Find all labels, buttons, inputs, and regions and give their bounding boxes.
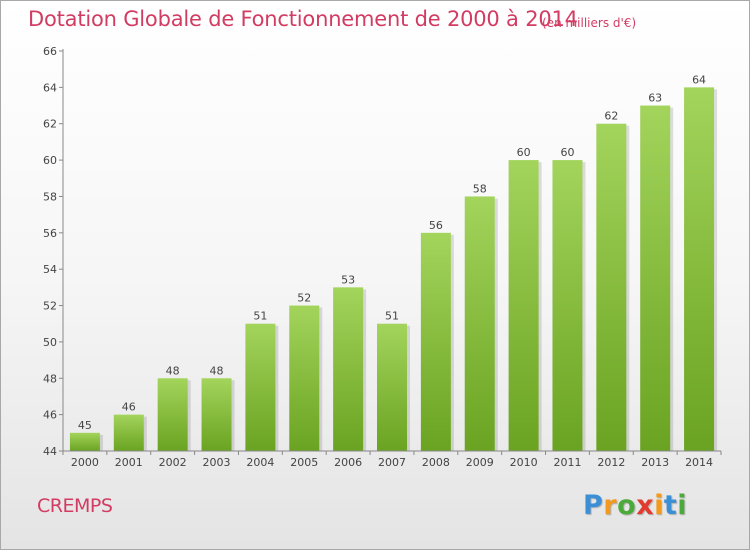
bars: 45 46 48 48 51 52 53 51 56 58 60 60 62 63 64 [69, 73, 718, 452]
bar [289, 305, 320, 451]
bar-group: 60 [552, 146, 586, 451]
bar [377, 323, 407, 451]
bar [596, 123, 627, 452]
bar-group: 48 [157, 364, 191, 451]
proxiti-logo-letter: o [617, 490, 637, 521]
bar-value-label: 63 [648, 92, 662, 105]
y-tick-label: 66 [43, 45, 57, 58]
bar-group: 45 [69, 419, 103, 451]
proxiti-logo-letter: t [663, 490, 678, 521]
bar [420, 232, 451, 451]
bar [552, 160, 583, 451]
bar [245, 323, 276, 451]
bar-value-label: 51 [385, 310, 399, 323]
bar [69, 432, 100, 451]
bar [684, 87, 715, 451]
chart-subtitle: (en milliers d'€) [542, 16, 637, 30]
y-tick-label: 52 [43, 300, 57, 313]
bar-group: 52 [289, 292, 323, 451]
x-tick-label: 2006 [334, 456, 362, 469]
bar-group: 46 [113, 401, 147, 451]
x-tick-label: 2003 [203, 456, 231, 469]
bar-value-label: 53 [341, 273, 355, 286]
bar [640, 105, 671, 451]
bar-group: 58 [464, 182, 498, 451]
x-tick-label: 2010 [510, 456, 538, 469]
y-tick-label: 64 [43, 81, 57, 94]
y-tick-label: 48 [43, 372, 57, 385]
x-tick-label: 2007 [378, 456, 406, 469]
bar-value-label: 56 [429, 219, 443, 232]
bar-group: 64 [684, 73, 718, 451]
bar [157, 378, 188, 451]
y-tick-label: 60 [43, 154, 57, 167]
bar-group: 48 [201, 364, 235, 451]
x-tick-label: 2009 [466, 456, 494, 469]
y-tick-label: 50 [43, 336, 57, 349]
x-tick-label: 2011 [553, 456, 581, 469]
bar [464, 196, 495, 451]
bar-value-label: 58 [473, 182, 487, 195]
y-tick-label: 62 [43, 118, 57, 131]
x-tick-label: 2012 [597, 456, 625, 469]
x-tick-label: 2005 [290, 456, 318, 469]
bar-group: 56 [420, 219, 454, 451]
bar [333, 287, 364, 451]
bar [113, 414, 144, 451]
bar-group: 53 [333, 273, 367, 451]
y-axis: 44 46 48 50 52 54 56 58 60 62 64 66 [43, 45, 64, 458]
bar-value-label: 45 [78, 419, 92, 432]
bar-value-label: 64 [692, 73, 706, 86]
proxiti-logo-letter: r [603, 490, 618, 521]
proxiti-logo-letter: i [654, 490, 664, 521]
bar-value-label: 48 [210, 364, 224, 377]
y-tick-label: 58 [43, 190, 57, 203]
bar-value-label: 60 [517, 146, 531, 159]
x-tick-label: 2002 [159, 456, 187, 469]
x-tick-label: 2013 [641, 456, 669, 469]
bar-group: 63 [640, 92, 674, 451]
x-tick-label: 2014 [685, 456, 713, 469]
bar-value-label: 46 [122, 401, 136, 414]
bar-group: 51 [377, 310, 410, 451]
bar-value-label: 62 [604, 110, 618, 123]
proxiti-logo-letter: P [583, 490, 604, 521]
x-tick-label: 2001 [115, 456, 143, 469]
x-tick-label: 2000 [71, 456, 99, 469]
y-tick-label: 54 [43, 263, 57, 276]
proxiti-logo: Proxiti [583, 490, 687, 521]
proxiti-logo-letter: i [677, 490, 688, 521]
y-tick-label: 46 [43, 409, 57, 422]
y-tick-label: 44 [43, 445, 57, 458]
bar-group: 62 [596, 110, 630, 452]
x-axis: 2000 2001 2002 2003 2004 2005 2006 2007 2008 2009… [62, 450, 722, 469]
bar-group: 60 [508, 146, 542, 451]
bar-value-label: 52 [297, 292, 311, 305]
bar-value-label: 51 [253, 310, 267, 323]
commune-name: CREMPS [37, 495, 113, 517]
bar [201, 378, 232, 451]
chart-title: Dotation Globale de Fonctionnement de 20… [28, 7, 578, 31]
bar [508, 160, 539, 451]
x-tick-label: 2004 [246, 456, 274, 469]
bar-value-label: 60 [560, 146, 574, 159]
y-tick-label: 56 [43, 227, 57, 240]
proxiti-logo-letter: x [636, 490, 655, 521]
bar-group: 51 [245, 310, 279, 451]
x-tick-label: 2008 [422, 456, 450, 469]
bar-value-label: 48 [166, 364, 180, 377]
